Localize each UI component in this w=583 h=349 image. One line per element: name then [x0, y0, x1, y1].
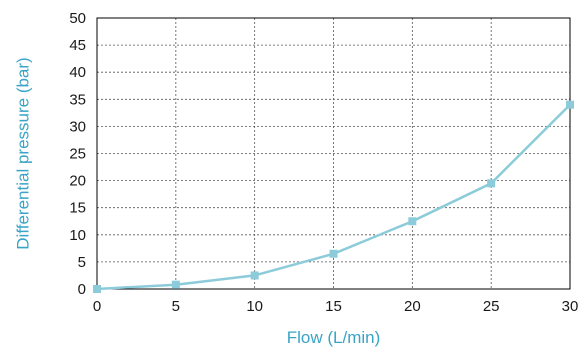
grid-lines	[97, 18, 570, 289]
x-tick-label: 5	[172, 298, 180, 315]
y-tick-label: 30	[69, 118, 86, 135]
y-tick-label: 0	[78, 281, 86, 298]
data-point	[250, 271, 259, 280]
x-tick-label: 0	[93, 298, 101, 315]
x-tick-label: 10	[246, 298, 263, 315]
x-tick-labels: 0 5 10 15 20 25 30	[93, 298, 579, 315]
y-tick-label: 25	[69, 146, 86, 163]
y-tick-labels: 0 5 10 15 20 25 30 35 40 45 50	[69, 10, 86, 298]
data-point	[329, 249, 338, 258]
data-point	[487, 179, 496, 188]
y-tick-label: 45	[69, 37, 86, 54]
data-point	[408, 217, 417, 226]
y-tick-label: 35	[69, 91, 86, 108]
series-line	[96, 103, 571, 291]
y-axis-title: Differential pressure (bar)	[13, 57, 32, 249]
x-tick-label: 30	[562, 298, 579, 315]
x-tick-label: 15	[325, 298, 342, 315]
x-tick-label: 25	[483, 298, 500, 315]
series-markers	[93, 100, 574, 293]
y-tick-label: 5	[78, 254, 86, 271]
y-tick-label: 10	[69, 227, 86, 244]
plot-frame	[96, 17, 571, 290]
y-tick-label: 15	[69, 200, 86, 217]
y-tick-label: 40	[69, 64, 86, 81]
x-tick-label: 20	[404, 298, 421, 315]
data-point	[171, 280, 180, 289]
data-point	[566, 100, 574, 109]
y-tick-label: 50	[69, 10, 86, 27]
y-tick-label: 20	[69, 173, 86, 190]
data-point	[93, 285, 101, 293]
x-axis-title: Flow (L/min)	[287, 328, 381, 347]
